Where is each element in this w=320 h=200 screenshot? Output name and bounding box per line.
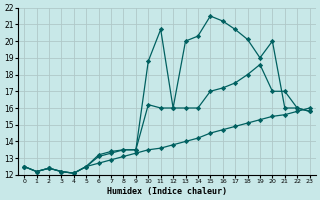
X-axis label: Humidex (Indice chaleur): Humidex (Indice chaleur) (107, 187, 227, 196)
